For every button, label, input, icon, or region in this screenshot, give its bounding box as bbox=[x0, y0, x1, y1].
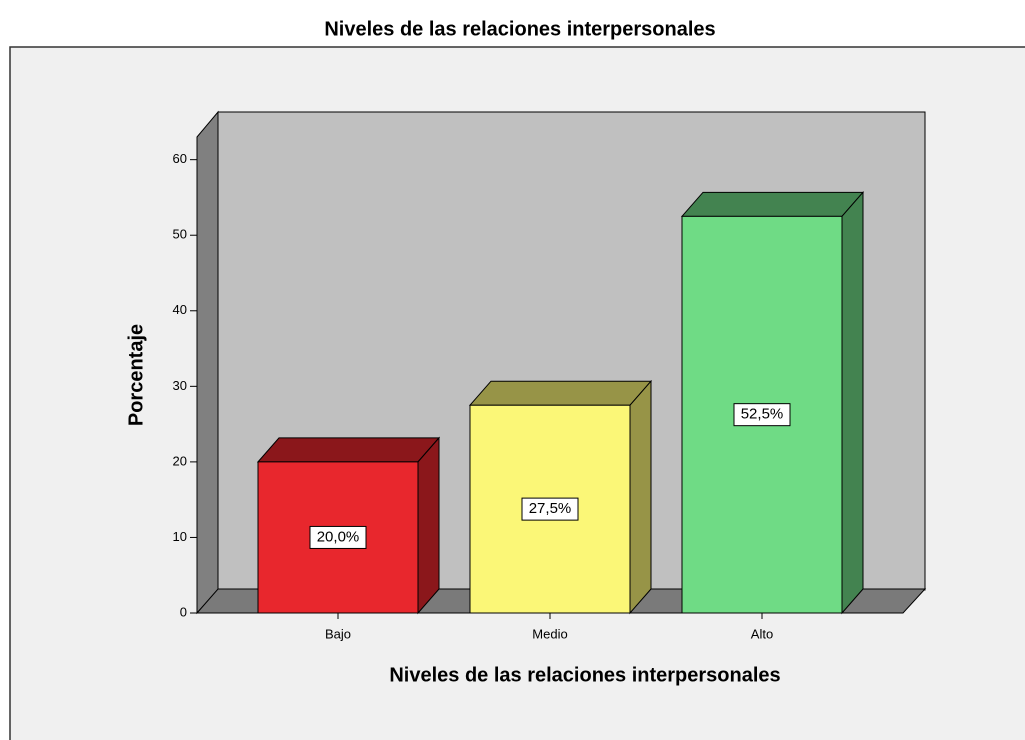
bar-top bbox=[468, 380, 653, 406]
bar-side bbox=[629, 379, 652, 615]
data-label: 52,5% bbox=[741, 406, 784, 423]
data-label: 27,5% bbox=[529, 500, 572, 517]
y-tick-label: 30 bbox=[173, 378, 187, 393]
data-label-box bbox=[309, 525, 367, 549]
y-tick-label: 60 bbox=[173, 151, 187, 166]
y-tick-label: 0 bbox=[180, 604, 187, 619]
data-label: 20,0% bbox=[317, 528, 360, 545]
y-tick-label: 20 bbox=[173, 453, 187, 468]
y-tick-label: 40 bbox=[173, 302, 187, 317]
y-tick-label: 10 bbox=[173, 529, 187, 544]
x-axis-title: Niveles de las relaciones interpersonale… bbox=[389, 664, 780, 686]
x-tick-label: Alto bbox=[751, 626, 773, 641]
left-wall bbox=[196, 110, 219, 615]
data-label-box bbox=[733, 403, 791, 427]
bar-side bbox=[841, 191, 864, 615]
y-tick-label: 50 bbox=[173, 227, 187, 242]
bar-side bbox=[417, 436, 440, 615]
bar-top bbox=[256, 437, 441, 463]
y-axis-title: Porcentaje bbox=[125, 324, 147, 426]
data-label-box bbox=[521, 497, 579, 521]
chart-title: Niveles de las relaciones interpersonale… bbox=[324, 18, 715, 40]
x-tick-label: Bajo bbox=[325, 626, 351, 641]
bar-top bbox=[680, 191, 865, 217]
x-tick-label: Medio bbox=[532, 626, 567, 641]
